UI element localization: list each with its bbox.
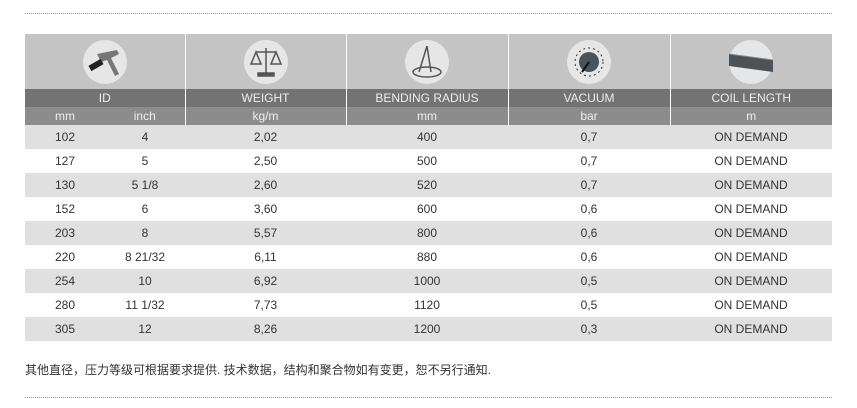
tape-measure-icon xyxy=(729,39,774,84)
table-row: 130 5 1/8 2,60 520 0,7 ON DEMAND xyxy=(25,173,832,197)
cell-id-inch: 5 1/8 xyxy=(105,173,185,197)
cell-id-mm: 220 xyxy=(25,245,105,269)
header-weight: WEIGHT xyxy=(185,89,347,107)
coil-icon-cell xyxy=(670,34,832,89)
cell-coil-length: ON DEMAND xyxy=(670,149,832,173)
cell-id-mm: 254 xyxy=(25,269,105,293)
table-row: 102 4 2,02 400 0,7 ON DEMAND xyxy=(25,125,832,149)
cell-id-inch: 8 21/32 xyxy=(105,245,185,269)
unit-vacuum: bar xyxy=(508,107,671,125)
cell-id-inch: 12 xyxy=(105,317,185,341)
cell-coil-length: ON DEMAND xyxy=(670,173,832,197)
cell-vacuum: 0,5 xyxy=(508,269,670,293)
cell-id-inch: 10 xyxy=(105,269,185,293)
caliper-icon xyxy=(82,39,127,84)
cell-bending-radius: 520 xyxy=(346,173,508,197)
cell-coil-length: ON DEMAND xyxy=(670,197,832,221)
cell-weight: 6,11 xyxy=(185,245,346,269)
cell-vacuum: 0,3 xyxy=(508,317,670,341)
cell-coil-length: ON DEMAND xyxy=(670,221,832,245)
vacuum-icon-cell xyxy=(508,34,671,89)
cell-id-mm: 127 xyxy=(25,149,105,173)
specs-table: ID WEIGHT BENDING RADIUS VACUUM COIL LEN… xyxy=(25,34,832,341)
table-row: 305 12 8,26 1200 0,3 ON DEMAND xyxy=(25,317,832,341)
bending-icon-cell xyxy=(346,34,509,89)
table-row: 127 5 2,50 500 0,7 ON DEMAND xyxy=(25,149,832,173)
cell-bending-radius: 1120 xyxy=(346,293,508,317)
id-icon-cell xyxy=(25,34,186,89)
cell-bending-radius: 400 xyxy=(346,125,508,149)
cell-id-inch: 4 xyxy=(105,125,185,149)
unit-bending: mm xyxy=(346,107,509,125)
cell-vacuum: 0,7 xyxy=(508,125,670,149)
table-row: 254 10 6,92 1000 0,5 ON DEMAND xyxy=(25,269,832,293)
cell-weight: 7,73 xyxy=(185,293,346,317)
cell-weight: 2,02 xyxy=(185,125,346,149)
cell-coil-length: ON DEMAND xyxy=(670,245,832,269)
cell-id-mm: 152 xyxy=(25,197,105,221)
header-coil-length: COIL LENGTH xyxy=(670,89,832,107)
cell-id-mm: 305 xyxy=(25,317,105,341)
cell-weight: 5,57 xyxy=(185,221,346,245)
cell-vacuum: 0,6 xyxy=(508,245,670,269)
cell-id-mm: 130 xyxy=(25,173,105,197)
cell-coil-length: ON DEMAND xyxy=(670,125,832,149)
cell-id-mm: 102 xyxy=(25,125,105,149)
compass-icon xyxy=(405,39,449,84)
cell-weight: 6,92 xyxy=(185,269,346,293)
cell-id-inch: 11 1/32 xyxy=(105,293,185,317)
table-row: 280 11 1/32 7,73 1120 0,5 ON DEMAND xyxy=(25,293,832,317)
bottom-divider xyxy=(25,397,832,398)
cell-coil-length: ON DEMAND xyxy=(670,293,832,317)
cell-vacuum: 0,7 xyxy=(508,149,670,173)
cell-coil-length: ON DEMAND xyxy=(670,317,832,341)
cell-id-inch: 6 xyxy=(105,197,185,221)
cell-vacuum: 0,6 xyxy=(508,197,670,221)
cell-weight: 2,50 xyxy=(185,149,346,173)
cell-id-mm: 280 xyxy=(25,293,105,317)
cell-id-mm: 203 xyxy=(25,221,105,245)
weight-icon-cell xyxy=(185,34,347,89)
cell-bending-radius: 1000 xyxy=(346,269,508,293)
cell-vacuum: 0,7 xyxy=(508,173,670,197)
table-row: 203 8 5,57 800 0,6 ON DEMAND xyxy=(25,221,832,245)
footnote: 其他直径，压力等级可根据要求提供. 技术数据，结构和聚合物如有变更，恕不另行通知… xyxy=(25,363,492,377)
gauge-icon xyxy=(567,39,611,84)
unit-weight: kg/m xyxy=(185,107,347,125)
cell-bending-radius: 500 xyxy=(346,149,508,173)
cell-bending-radius: 880 xyxy=(346,245,508,269)
scale-icon xyxy=(243,39,288,84)
unit-coil: m xyxy=(670,107,832,125)
cell-bending-radius: 600 xyxy=(346,197,508,221)
cell-bending-radius: 800 xyxy=(346,221,508,245)
table-row: 152 6 3,60 600 0,6 ON DEMAND xyxy=(25,197,832,221)
cell-weight: 3,60 xyxy=(185,197,346,221)
cell-bending-radius: 1200 xyxy=(346,317,508,341)
unit-mm: mm xyxy=(25,107,105,125)
cell-vacuum: 0,5 xyxy=(508,293,670,317)
cell-id-inch: 8 xyxy=(105,221,185,245)
table-row: 220 8 21/32 6,11 880 0,6 ON DEMAND xyxy=(25,245,832,269)
cell-coil-length: ON DEMAND xyxy=(670,269,832,293)
header-bending-radius: BENDING RADIUS xyxy=(346,89,509,107)
cell-id-inch: 5 xyxy=(105,149,185,173)
unit-inch: inch xyxy=(105,107,186,125)
header-vacuum: VACUUM xyxy=(508,89,671,107)
top-divider xyxy=(25,13,832,14)
cell-weight: 8,26 xyxy=(185,317,346,341)
cell-weight: 2,60 xyxy=(185,173,346,197)
cell-vacuum: 0,6 xyxy=(508,221,670,245)
header-id: ID xyxy=(25,89,186,107)
